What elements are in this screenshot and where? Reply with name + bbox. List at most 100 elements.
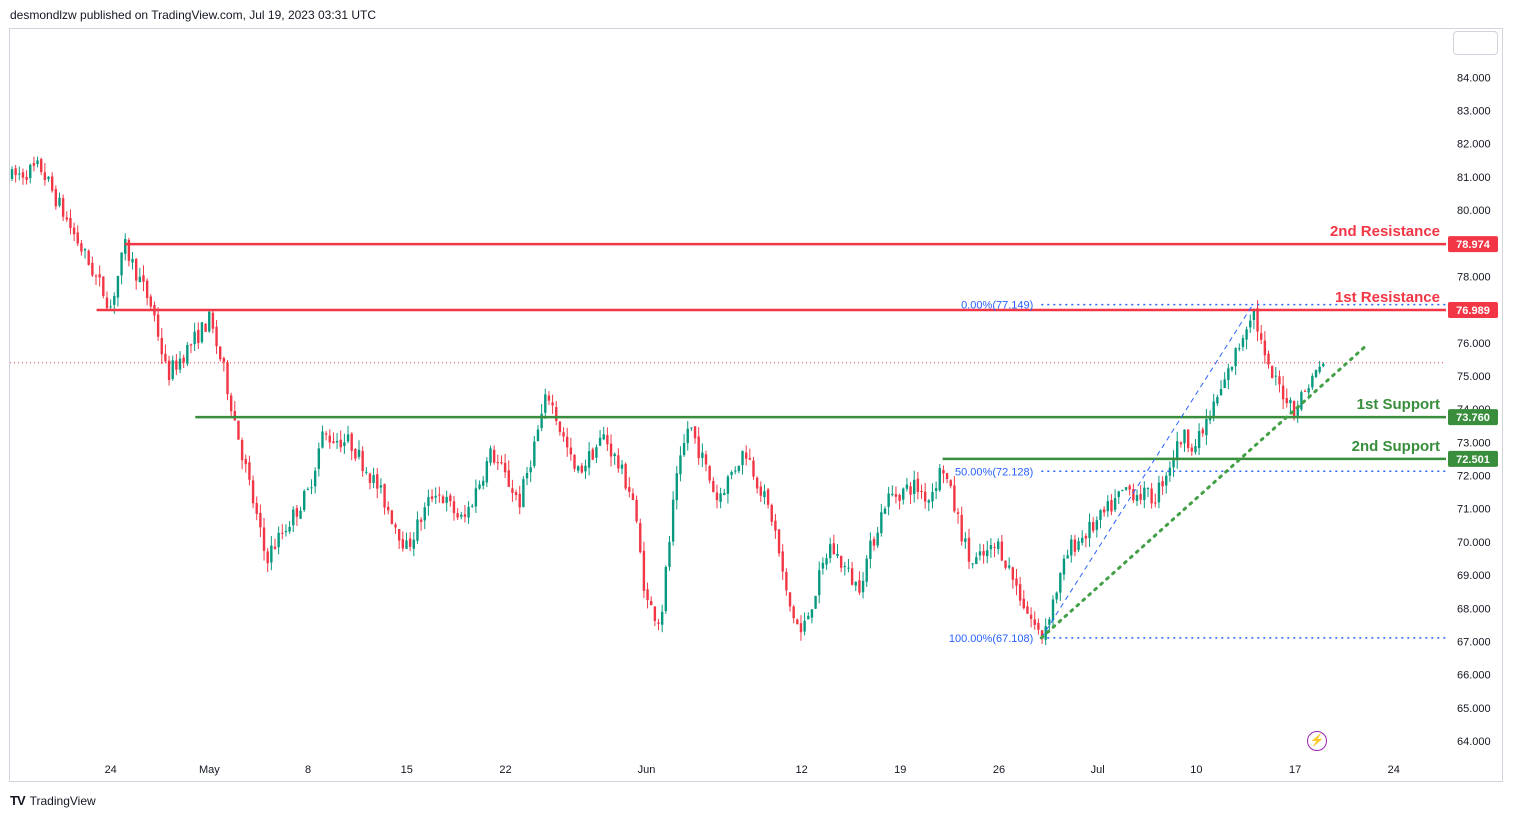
candle-body — [953, 485, 956, 512]
price-label-text: 72.501 — [1456, 454, 1490, 466]
candle-body — [306, 488, 310, 490]
candle-body — [116, 275, 120, 298]
lightning-icon[interactable]: ⚡ — [1307, 731, 1327, 751]
price-label-text: 78.974 — [1456, 239, 1491, 251]
x-tick-label: 26 — [993, 764, 1005, 776]
candle-body — [1091, 522, 1095, 531]
candle-body — [1132, 489, 1135, 501]
candle-body — [1238, 348, 1241, 350]
candle-body — [876, 532, 879, 546]
candle-body — [818, 570, 821, 596]
candle-body — [653, 606, 657, 621]
candle-body — [80, 243, 83, 252]
candle-body — [463, 514, 467, 517]
candle-body — [237, 420, 240, 440]
candle-body — [167, 360, 171, 381]
candle-body — [313, 470, 317, 487]
candle-body — [1033, 619, 1036, 625]
candle-body — [1070, 539, 1073, 556]
candle-body — [1311, 375, 1314, 388]
candle-body — [1088, 521, 1091, 539]
candle-body — [507, 470, 510, 487]
candle-body — [211, 312, 215, 329]
y-tick-label: 64.000 — [1457, 736, 1491, 748]
candle-body — [50, 176, 54, 191]
candle-body — [32, 163, 36, 166]
candle-body — [982, 550, 985, 556]
candle-body — [803, 620, 806, 632]
candle-body — [321, 431, 324, 448]
brand-name: TradingView — [29, 793, 96, 808]
candle-body — [730, 471, 733, 475]
candle-body — [1029, 614, 1033, 619]
candle-body — [986, 550, 989, 557]
candle-body — [1263, 340, 1267, 356]
candle-body — [902, 488, 905, 500]
candle-body — [1322, 364, 1325, 367]
candle-body — [416, 519, 419, 541]
candle-body — [620, 464, 624, 469]
candle-body — [1150, 488, 1153, 504]
candle-body — [701, 452, 704, 458]
candle-body — [1081, 537, 1084, 543]
candle-body — [310, 487, 313, 489]
candle-body — [639, 523, 642, 553]
candle-body — [774, 520, 777, 531]
candle-body — [365, 471, 368, 473]
candle-body — [1110, 500, 1113, 512]
candle-body — [1256, 308, 1259, 332]
fibonacci-retracement: 0.00%(77.149) 50.00%(72.128) 100.00%(67.10… — [949, 300, 1446, 645]
price-chart[interactable]: 2nd Resistance 1st Resistance 1st Support 2… — [0, 0, 1513, 790]
candle-body — [960, 514, 963, 542]
candle-body — [303, 490, 306, 510]
candle-body — [744, 452, 748, 459]
y-tick-label: 82.000 — [1457, 139, 1491, 151]
support-resistance-levels: 2nd Resistance 1st Resistance 1st Support 2… — [96, 223, 1446, 461]
candle-body — [1318, 366, 1321, 373]
candle-body — [712, 481, 715, 493]
candle-body — [346, 434, 350, 442]
fib-diagonal — [1040, 304, 1254, 639]
candle-body — [288, 526, 291, 532]
candle-body — [200, 322, 204, 343]
candle-body — [551, 402, 554, 406]
y-tick-label: 68.000 — [1457, 603, 1491, 615]
candle-body — [964, 538, 967, 542]
candle-body — [76, 232, 79, 244]
candle-body — [686, 428, 689, 444]
candle-body — [164, 353, 167, 362]
candle-body — [204, 323, 207, 332]
candle-body — [887, 493, 890, 507]
candle-body — [281, 532, 284, 534]
candle-body — [1051, 599, 1055, 621]
candle-body — [335, 440, 339, 443]
candle-body — [1018, 584, 1022, 601]
candle-body — [492, 449, 496, 463]
candle-body — [134, 258, 138, 281]
candle-body — [598, 437, 602, 446]
candle-body — [394, 524, 397, 528]
y-tick-label: 70.000 — [1457, 537, 1491, 549]
candle-body — [229, 395, 233, 412]
price-label-box — [1448, 236, 1498, 253]
candle-body — [839, 555, 843, 568]
candle-body — [624, 463, 627, 489]
candle-body — [149, 296, 153, 307]
candle-body — [10, 169, 14, 179]
candle-body — [489, 448, 492, 463]
candle-body — [766, 489, 770, 505]
candle-body — [423, 507, 426, 521]
candle-body — [945, 473, 949, 480]
candle-body — [971, 563, 974, 565]
candle-body — [145, 280, 149, 299]
candle-body — [741, 450, 744, 466]
candle-body — [1300, 392, 1303, 410]
candle-body — [755, 477, 759, 489]
candle-body — [496, 462, 500, 464]
candle-body — [547, 395, 551, 401]
candle-body — [357, 449, 361, 457]
candle-body — [573, 454, 576, 469]
candle-body — [587, 451, 591, 468]
chart-settings-button[interactable] — [1453, 31, 1498, 55]
candle-body — [770, 505, 773, 522]
